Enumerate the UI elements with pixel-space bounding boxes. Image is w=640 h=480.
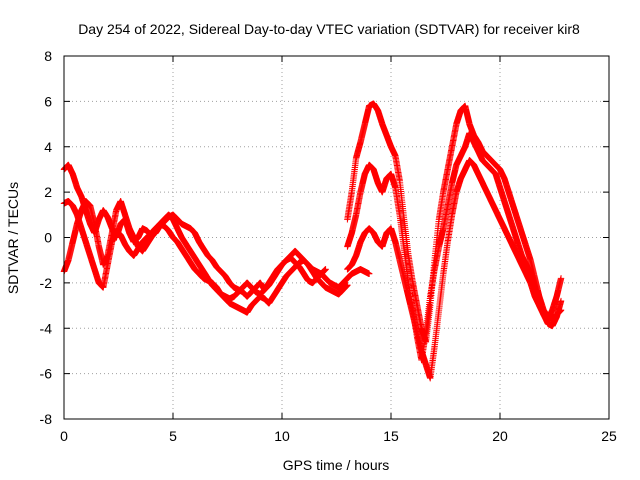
chart-title: Day 254 of 2022, Sidereal Day-to-day VTE… xyxy=(78,21,580,37)
data-points xyxy=(60,100,565,382)
data-point xyxy=(366,270,373,277)
